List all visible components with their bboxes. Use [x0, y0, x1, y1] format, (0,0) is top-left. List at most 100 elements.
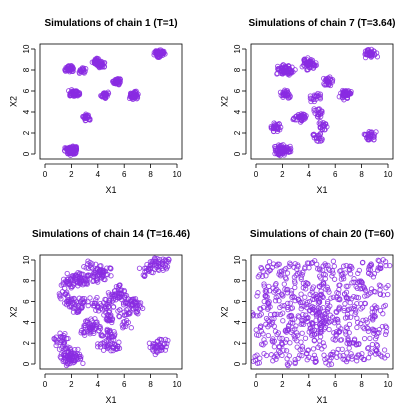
- data-point: [373, 341, 380, 348]
- data-point: [93, 261, 99, 267]
- data-point: [309, 303, 315, 310]
- data-point: [365, 345, 372, 351]
- data-point: [344, 294, 350, 301]
- data-point: [336, 304, 343, 310]
- data-point: [365, 328, 372, 334]
- data-point: [322, 311, 328, 317]
- data-point: [377, 307, 384, 314]
- data-point: [110, 78, 116, 85]
- data-point: [65, 279, 71, 285]
- data-point: [318, 108, 324, 114]
- x-tick-label: 4: [307, 380, 312, 389]
- data-point: [91, 278, 97, 284]
- x-tick-label: 2: [280, 170, 285, 179]
- data-point: [289, 294, 295, 301]
- data-point: [368, 290, 374, 296]
- data-point: [162, 257, 168, 263]
- data-point: [87, 295, 93, 301]
- x-tick-label: 4: [96, 380, 101, 389]
- data-point: [312, 359, 318, 365]
- data-point: [75, 309, 82, 315]
- data-point: [318, 291, 324, 297]
- data-point: [366, 129, 372, 135]
- data-point: [140, 305, 146, 312]
- data-point: [121, 288, 127, 295]
- data-point: [95, 341, 101, 347]
- data-point: [265, 332, 271, 339]
- data-point: [278, 268, 285, 274]
- data-point: [307, 95, 314, 101]
- x-tick-label: 8: [359, 170, 364, 179]
- data-point: [63, 291, 69, 297]
- data-point: [279, 335, 285, 342]
- data-point: [304, 351, 310, 357]
- data-point: [383, 262, 389, 269]
- data-point: [381, 347, 388, 353]
- data-point: [342, 89, 348, 95]
- data-point: [329, 268, 336, 274]
- data-point: [318, 275, 324, 281]
- data-point: [141, 273, 148, 280]
- data-point: [344, 314, 351, 320]
- data-point: [371, 288, 377, 295]
- x-tick-label: 0: [254, 380, 259, 389]
- data-point: [332, 317, 338, 323]
- data-point: [305, 281, 311, 287]
- data-point: [382, 259, 389, 265]
- data-point: [108, 273, 114, 279]
- y-tick-label: 6: [233, 88, 242, 93]
- data-point: [315, 114, 321, 120]
- data-point: [147, 259, 154, 265]
- y-tick-label: 0: [22, 151, 31, 156]
- data-point: [310, 321, 316, 327]
- data-point: [368, 54, 374, 60]
- data-point: [285, 306, 291, 313]
- data-point: [105, 271, 111, 278]
- data-point: [368, 271, 374, 278]
- data-point: [288, 312, 295, 319]
- data-point: [344, 350, 350, 356]
- data-point: [279, 65, 286, 71]
- y-axis-label: X2: [8, 306, 18, 317]
- data-point: [266, 283, 272, 290]
- data-point: [331, 276, 338, 282]
- data-point: [302, 294, 308, 300]
- data-point: [310, 306, 316, 312]
- data-point: [362, 287, 369, 294]
- data-point: [366, 264, 372, 270]
- data-point: [327, 312, 333, 318]
- data-point: [128, 325, 134, 331]
- data-point: [73, 353, 80, 359]
- data-point: [331, 263, 337, 269]
- data-point: [286, 360, 293, 366]
- data-point: [288, 320, 294, 326]
- points-layer: [51, 255, 172, 369]
- data-point: [315, 344, 321, 350]
- data-point: [263, 315, 270, 322]
- data-point: [113, 297, 119, 303]
- data-point: [54, 340, 60, 346]
- data-point: [360, 324, 366, 330]
- data-point: [336, 296, 343, 302]
- data-point: [152, 255, 158, 261]
- data-point: [277, 335, 283, 341]
- data-point: [166, 257, 172, 263]
- data-point: [359, 279, 365, 285]
- data-point: [164, 340, 170, 347]
- data-point: [346, 321, 353, 328]
- data-point: [259, 266, 265, 272]
- data-point: [280, 310, 286, 316]
- data-point: [325, 298, 331, 305]
- data-point: [92, 269, 98, 276]
- data-point: [61, 340, 67, 346]
- data-point: [300, 285, 306, 291]
- data-point: [338, 267, 344, 274]
- data-point: [123, 323, 129, 330]
- data-point: [299, 299, 305, 305]
- data-point: [315, 111, 321, 118]
- data-point: [263, 321, 269, 327]
- data-point: [57, 292, 63, 298]
- points-layer: [61, 47, 168, 158]
- data-point: [309, 286, 316, 292]
